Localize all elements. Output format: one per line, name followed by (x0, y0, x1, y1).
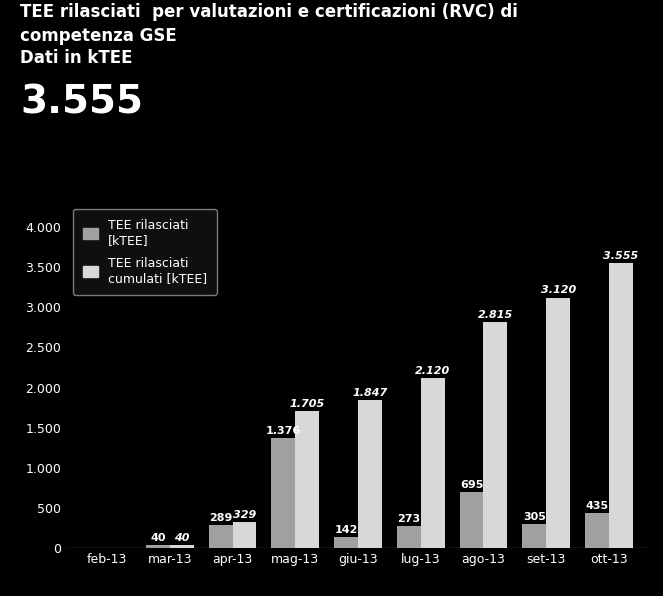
Text: 289: 289 (209, 513, 232, 523)
Text: 695: 695 (460, 480, 483, 491)
Text: 435: 435 (585, 501, 609, 511)
Text: 142: 142 (334, 525, 358, 535)
Bar (397, 526, 421, 548)
Text: 3.120: 3.120 (540, 285, 575, 296)
Text: Dati in kTEE: Dati in kTEE (20, 49, 133, 67)
Text: 40: 40 (150, 533, 166, 543)
Bar (209, 525, 233, 548)
Bar (358, 400, 382, 548)
Bar (146, 545, 170, 548)
Bar (170, 545, 194, 548)
Bar (585, 513, 609, 548)
Text: 329: 329 (233, 510, 256, 520)
Bar (483, 322, 507, 548)
Legend: TEE rilasciati
[kTEE], TEE rilasciati
cumulati [kTEE]: TEE rilasciati [kTEE], TEE rilasciati cu… (72, 209, 217, 295)
Bar (233, 522, 257, 548)
Text: 273: 273 (397, 514, 420, 524)
Bar (459, 492, 483, 548)
Text: 3.555: 3.555 (603, 250, 638, 260)
Text: 40: 40 (174, 533, 190, 543)
Text: 2.120: 2.120 (415, 366, 450, 376)
Text: competenza GSE: competenza GSE (20, 27, 176, 45)
Text: 1.705: 1.705 (290, 399, 325, 409)
Text: TEE rilasciati  per valutazioni e certificazioni (RVC) di: TEE rilasciati per valutazioni e certifi… (20, 3, 518, 21)
Bar (334, 537, 358, 548)
Bar (522, 524, 546, 548)
Text: 2.815: 2.815 (478, 310, 513, 320)
Text: 3.555: 3.555 (20, 83, 143, 122)
Bar (421, 378, 445, 548)
Bar (609, 262, 633, 548)
Text: 1.847: 1.847 (352, 388, 388, 398)
Bar (546, 297, 570, 548)
Bar (295, 411, 319, 548)
Text: 1.376: 1.376 (266, 426, 301, 436)
Text: 305: 305 (523, 512, 546, 522)
Bar (271, 437, 295, 548)
